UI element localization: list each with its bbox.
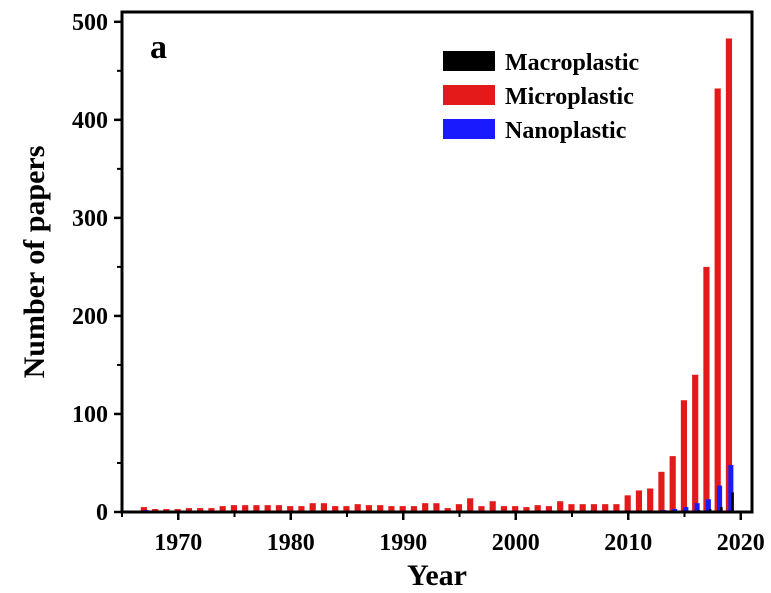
microplastic-bar-2019 xyxy=(725,38,733,512)
legend-label-macroplastic: Macroplastic xyxy=(505,50,640,76)
microplastic-bar-1995 xyxy=(455,504,463,512)
microplastic-bar-1973 xyxy=(208,508,215,512)
microplastic-bar-2007 xyxy=(590,504,598,512)
microplastic-bar-1978 xyxy=(264,505,271,512)
microplastic-bar-2015 xyxy=(680,400,688,512)
microplastic-bar-1971 xyxy=(185,508,193,512)
plot-frame xyxy=(120,10,754,514)
legend-label-nanoplastic: Nanoplastic xyxy=(505,118,627,144)
microplastic-bar-1982 xyxy=(309,503,316,512)
microplastic-bar-2016 xyxy=(692,374,699,512)
microplastic-bar-1992 xyxy=(422,503,429,512)
x-tick-label-2000: 2000 xyxy=(492,530,540,556)
panel-label: a xyxy=(150,29,167,66)
microplastic-bar-1993 xyxy=(433,503,440,512)
macroplastic-bar-2018 xyxy=(720,507,723,512)
microplastic-bar-2018 xyxy=(714,88,721,512)
legend-label-microplastic: Microplastic xyxy=(505,84,634,110)
x-tick-label-2020: 2020 xyxy=(717,530,765,556)
microplastic-bar-2011 xyxy=(635,490,643,512)
microplastic-bar-1967 xyxy=(140,507,148,512)
microplastic-bar-2008 xyxy=(602,504,609,512)
microplastic-bar-2005 xyxy=(568,504,575,512)
legend-swatch-macroplastic xyxy=(443,51,495,71)
y-axis-title: Number of papers xyxy=(18,146,51,379)
y-tick-label-500: 500 xyxy=(72,10,108,36)
microplastic-bar-2012 xyxy=(647,488,654,512)
microplastic-bar-1994 xyxy=(444,508,451,512)
microplastic-bar-2006 xyxy=(579,504,586,512)
microplastic-bar-1974 xyxy=(219,506,226,512)
microplastic-bar-2014 xyxy=(669,456,676,512)
macroplastic-bar-2019 xyxy=(731,492,734,512)
x-tick-label-1970: 1970 xyxy=(154,530,202,556)
nanoplastic-bar-2016 xyxy=(694,503,700,512)
y-tick-label-0: 0 xyxy=(96,500,108,526)
x-axis-title: Year xyxy=(407,559,467,592)
microplastic-bar-1972 xyxy=(197,508,204,512)
nanoplastic-bar-2015 xyxy=(683,507,689,512)
microplastic-bar-1986 xyxy=(354,504,361,512)
microplastic-bar-2002 xyxy=(534,505,541,512)
nanoplastic-bar-2017 xyxy=(705,499,711,512)
microplastic-bar-1999 xyxy=(500,506,508,512)
x-tick-label-1980: 1980 xyxy=(267,530,315,556)
microplastic-bar-2013 xyxy=(658,471,665,512)
microplastic-bar-1989 xyxy=(388,506,395,512)
microplastic-bar-1976 xyxy=(242,505,249,512)
ticks-layer: 1970 1980 1990 2000 2010 2020 0 100 200 300 400 500 xyxy=(72,10,765,556)
microplastic-bar-2001 xyxy=(523,507,530,512)
microplastic-bar-1990 xyxy=(399,506,406,512)
y-tick-label-100: 100 xyxy=(72,402,108,428)
microplastic-bar-1991 xyxy=(410,506,418,512)
x-tick-label-2010: 2010 xyxy=(604,530,652,556)
microplastic-bar-1980 xyxy=(287,506,294,512)
microplastic-bar-1985 xyxy=(343,506,350,512)
microplastic-bar-2009 xyxy=(613,504,620,512)
microplastic-bar-1997 xyxy=(478,506,485,512)
y-tick-label-200: 200 xyxy=(72,304,108,330)
legend-swatch-nanoplastic xyxy=(443,119,495,139)
microplastic-bar-2010 xyxy=(624,495,631,512)
microplastic-bar-1988 xyxy=(377,505,384,512)
nanoplastic-bar-2018 xyxy=(717,485,723,512)
microplastic-bar-1975 xyxy=(230,505,238,512)
nanoplastic-bar-2019 xyxy=(728,464,734,512)
microplastic-bar-1977 xyxy=(253,505,260,512)
bars-layer xyxy=(140,38,734,512)
microplastic-bar-1984 xyxy=(332,506,339,512)
x-tick-label-1990: 1990 xyxy=(379,530,427,556)
microplastic-bar-1998 xyxy=(489,501,496,512)
y-tick-label-400: 400 xyxy=(72,108,108,134)
microplastic-bar-1996 xyxy=(467,498,474,512)
microplastic-bar-2003 xyxy=(545,506,553,512)
microplastic-bar-1987 xyxy=(365,505,373,512)
microplastic-bar-1981 xyxy=(298,506,305,512)
legend: Macroplastic Microplastic Nanoplastic xyxy=(443,50,640,144)
legend-swatch-microplastic xyxy=(443,85,495,105)
microplastic-bar-1983 xyxy=(320,503,328,512)
microplastic-bar-2017 xyxy=(703,266,710,512)
y-tick-label-300: 300 xyxy=(72,206,108,232)
microplastic-bar-1979 xyxy=(275,505,283,512)
microplastic-bar-2004 xyxy=(557,501,564,512)
microplastic-bar-2000 xyxy=(512,506,519,512)
